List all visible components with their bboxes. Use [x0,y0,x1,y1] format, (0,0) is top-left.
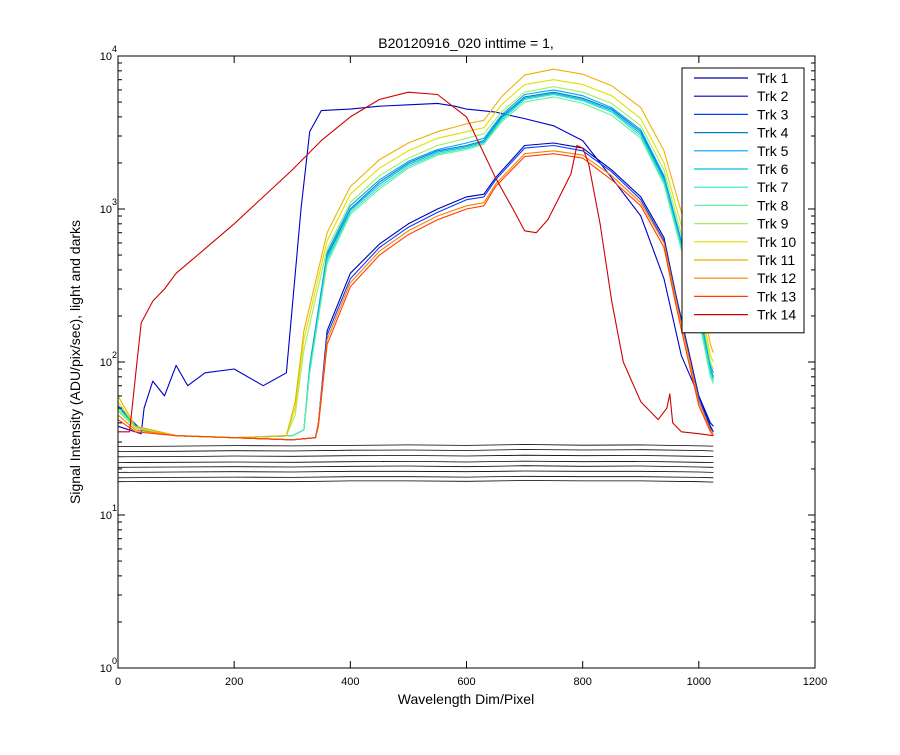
legend-label: Trk 14 [757,307,796,323]
y-tick-exponent: 1 [112,503,117,513]
legend-label: Trk 6 [757,161,789,177]
chart-title: B20120916_020 inttime = 1, [378,35,554,51]
y-tick-exponent: 0 [112,656,117,666]
series-line-trk-8 [118,96,714,439]
series-layer [118,68,714,483]
series-line-trk-14 [118,91,714,437]
x-tick-label: 400 [341,676,359,688]
legend-label: Trk 10 [757,234,796,250]
legend-label: Trk 7 [757,179,789,195]
y-tick-exponent: 4 [112,44,117,54]
legend-label: Trk 9 [757,216,789,232]
x-tick-label: 600 [457,676,475,688]
legend-label: Trk 11 [757,252,795,268]
dark-series-line-16 [118,454,714,458]
x-axis-label: Wavelength Dim/Pixel [398,691,534,707]
legend[interactable]: Trk 1 Trk 2 Trk 3 Trk 4 Trk 5 Trk 6 Trk 7 Trk 8… [681,67,805,334]
legend-label: Trk 4 [757,125,789,141]
dark-series-line-18 [118,465,714,468]
x-tick-label: 800 [573,676,591,688]
y-tick-label: 10 [100,357,112,369]
legend-label: Trk 12 [757,270,796,286]
legend-label: Trk 2 [757,88,789,104]
legend-label: Trk 1 [757,70,789,86]
dark-series-line-19 [118,470,714,473]
y-axis-label: Signal Intensity (ADU/pix/sec), light an… [67,220,83,504]
x-axis: 0 200 400 600 800 1000 1200 [115,56,827,688]
dark-series-line-15 [118,449,714,452]
y-tick-exponent: 3 [112,197,117,207]
dark-series-line-20 [118,475,714,479]
legend-label: Trk 13 [757,288,796,304]
y-tick-label: 10 [100,51,112,63]
x-tick-label: 1000 [687,676,711,688]
dark-series-line-21 [118,480,714,483]
series-line-trk-11 [118,68,714,439]
y-tick-label: 10 [100,663,112,675]
series-line-trk-13 [118,153,714,441]
legend-label: Trk 3 [757,106,789,122]
dark-series-line-14 [118,444,714,447]
x-tick-label: 0 [115,676,121,688]
y-tick-exponent: 2 [112,350,117,360]
x-tick-label: 1200 [803,676,827,688]
x-tick-label: 200 [225,676,243,688]
legend-label: Trk 5 [757,143,789,159]
legend-label: Trk 8 [757,197,789,213]
dark-series-line-17 [118,460,714,463]
y-tick-label: 10 [100,510,112,522]
legend-box [681,67,805,334]
y-tick-label: 10 [100,204,112,216]
